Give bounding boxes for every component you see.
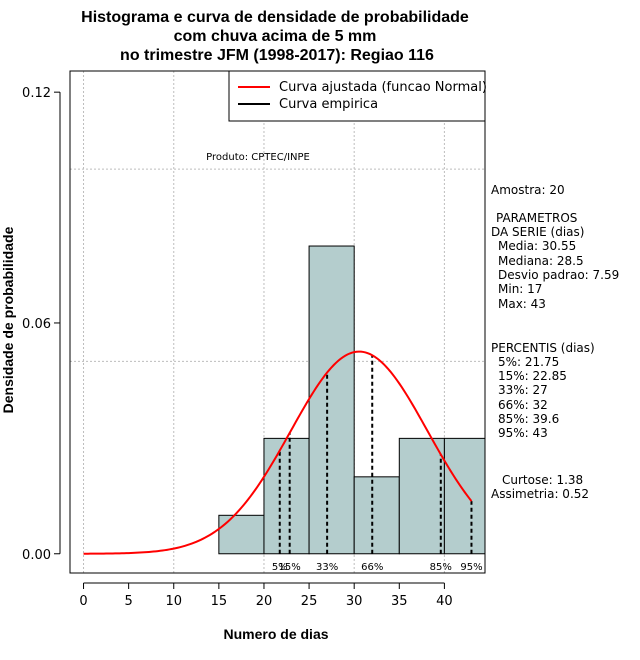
sample-size: Amostra: 20 — [491, 183, 565, 197]
percentile-label: 85% — [430, 562, 452, 573]
side-panel: Amostra: 20 PARAMETROS DA SERIE (dias) M… — [491, 183, 619, 501]
assimetria: Assimetria: 0.52 — [491, 487, 589, 501]
normal-curve-line — [83, 350, 473, 555]
histogram-bar — [353, 476, 400, 555]
percentile-label: 33% — [316, 562, 338, 573]
y-tick-label: 0.00 — [22, 548, 51, 563]
x-tick-label: 30 — [346, 594, 363, 609]
histogram-bar — [218, 514, 265, 555]
x-tick-label: 5 — [125, 594, 133, 609]
x-tick-label: 40 — [436, 594, 453, 609]
legend: Curva ajustada (funcao Normal) Curva emp… — [228, 70, 487, 122]
y-axis-label: Densidade de probabilidade — [0, 226, 16, 413]
histogram-bar — [308, 245, 355, 555]
title-line-1: Histograma e curva de densidade de proba… — [81, 9, 469, 26]
legend-entry-fitted: Curva ajustada (funcao Normal) — [279, 80, 487, 95]
param-max: Max: 43 — [498, 297, 546, 311]
param-mediana: Mediana: 28.5 — [498, 254, 584, 268]
x-tick-label: 25 — [301, 594, 318, 609]
curtose: Curtose: 1.38 — [502, 473, 583, 487]
percentile-labels: 5%15% 33% 66% 85% 95% — [272, 562, 483, 573]
y-axis: 0.00 0.06 0.12 — [22, 86, 61, 563]
percentile-label: 15% — [279, 562, 301, 573]
x-tick-label: 10 — [165, 594, 182, 609]
title-line-3: no trimestre JFM (1998-2017): Regiao 116 — [120, 47, 434, 64]
x-tick-label: 35 — [391, 594, 408, 609]
percentile-label: 66% — [361, 562, 383, 573]
params-header: PARAMETROS — [496, 211, 577, 225]
y-tick-label: 0.12 — [22, 86, 51, 101]
x-axis: 0 5 10 15 20 25 30 35 40 — [79, 582, 453, 609]
percentil-15: 15%: 22.85 — [498, 369, 567, 383]
histogram-bar — [263, 437, 310, 555]
percentil-33: 33%: 27 — [498, 383, 548, 397]
y-tick-label: 0.06 — [22, 317, 51, 332]
x-axis-label: Numero de dias — [223, 626, 328, 642]
param-desvio: Desvio padrao: 7.59 — [498, 268, 619, 282]
param-media: Media: 30.55 — [498, 239, 576, 253]
param-min: Min: 17 — [498, 282, 542, 296]
x-tick-label: 20 — [256, 594, 273, 609]
product-label: Produto: CPTEC/INPE — [206, 152, 310, 163]
percentile-label: 5% — [272, 562, 288, 573]
grid — [70, 71, 485, 573]
percentil-5: 5%: 21.75 — [498, 355, 559, 369]
histogram-bar — [398, 437, 445, 555]
percentil-66: 66%: 32 — [498, 398, 548, 412]
percentil-85: 85%: 39.6 — [498, 412, 559, 426]
chart-title: Histograma e curva de densidade de proba… — [81, 9, 469, 64]
x-tick-label: 0 — [79, 594, 87, 609]
title-line-2: com chuva acima de 5 mm — [174, 28, 377, 45]
params-subheader: DA SERIE (dias) — [491, 225, 584, 239]
percentile-label: 95% — [460, 562, 482, 573]
percentis-header: PERCENTIS (dias) — [491, 341, 595, 355]
percentile-lines — [278, 355, 473, 554]
histogram-bar — [443, 437, 486, 555]
x-tick-label: 15 — [211, 594, 228, 609]
percentil-95: 95%: 43 — [498, 426, 548, 440]
histogram-bars — [218, 245, 486, 555]
legend-entry-empirical: Curva empirica — [279, 97, 378, 112]
legend-box — [228, 70, 486, 122]
